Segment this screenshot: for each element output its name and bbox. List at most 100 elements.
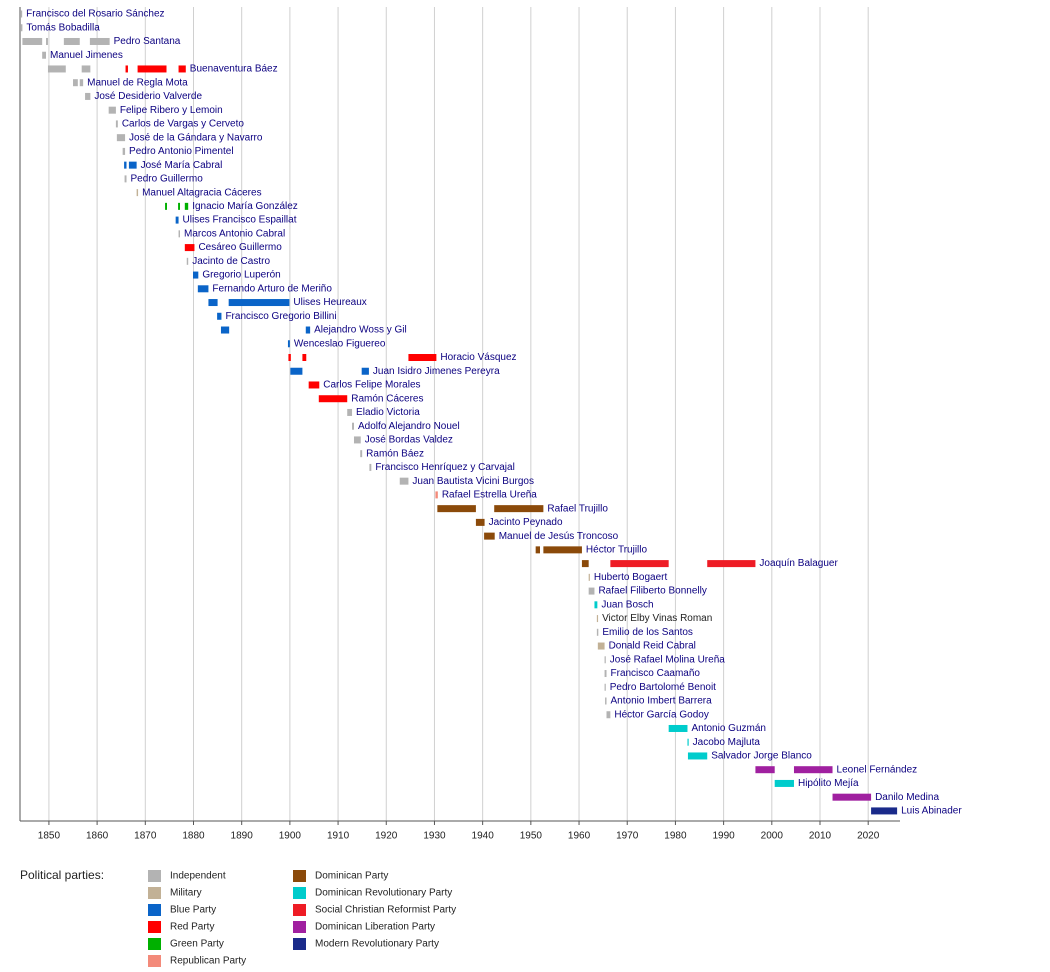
legend-swatch	[293, 921, 306, 933]
term-bar	[755, 766, 775, 774]
term-bar	[308, 381, 320, 389]
president-name: Pedro Guillermo	[131, 174, 204, 185]
president-name: Juan Bautista Vicini Burgos	[412, 476, 534, 487]
term-bar	[178, 230, 180, 238]
term-bar	[220, 326, 230, 334]
president-name: Ulises Heureaux	[293, 297, 366, 308]
president-name: Manuel de Regla Mota	[87, 77, 188, 88]
president-name: Salvador Jorge Blanco	[711, 751, 812, 762]
president-name: Emilio de los Santos	[602, 627, 693, 638]
term-bar	[604, 683, 606, 691]
term-bar	[42, 51, 47, 59]
term-bar	[73, 79, 78, 87]
term-bar	[288, 354, 291, 361]
president-name: José Bordas Valdez	[365, 435, 453, 446]
president-name: Huberto Bogaert	[594, 572, 668, 583]
x-tick-label: 1880	[182, 831, 205, 842]
term-bar	[352, 422, 354, 430]
term-bar	[305, 326, 311, 334]
x-tick-label: 2020	[857, 831, 880, 842]
legend-label: Independent	[170, 871, 226, 882]
term-bar	[596, 628, 599, 636]
legend-label: Dominican Liberation Party	[315, 922, 435, 933]
term-bar	[832, 793, 872, 801]
term-bar	[125, 65, 128, 73]
president-name: Buenaventura Báez	[190, 64, 278, 75]
term-bar	[588, 573, 590, 581]
legend-swatch	[148, 870, 161, 882]
president-name: Ramón Cáceres	[351, 393, 423, 404]
president-name: Victor Elby Vinas Roman	[602, 613, 712, 624]
term-bar	[217, 312, 222, 320]
president-name: José Rafael Molina Ureña	[610, 654, 725, 665]
term-bar	[287, 340, 290, 348]
term-bar	[175, 216, 179, 224]
term-bar	[193, 271, 199, 279]
term-bar	[79, 79, 84, 87]
legend-label: Red Party	[170, 922, 214, 933]
term-bar	[687, 752, 708, 760]
legend-label: Green Party	[170, 939, 224, 950]
x-tick-label: 1890	[231, 831, 254, 842]
term-bar	[606, 711, 611, 719]
term-bar	[707, 560, 756, 568]
president-name: Francisco Caamaño	[611, 668, 701, 679]
term-bar	[484, 532, 495, 540]
term-bar	[435, 491, 438, 499]
president-name: Jacinto Peynado	[489, 517, 563, 528]
president-name: Alejandro Woss y Gil	[314, 325, 407, 336]
president-name: Luis Abinader	[901, 806, 962, 817]
term-bar	[165, 202, 167, 210]
term-bar	[128, 161, 137, 169]
term-bar	[594, 601, 598, 609]
president-name: Jacinto de Castro	[192, 256, 270, 267]
legend-label: Social Christian Reformist Party	[315, 905, 456, 916]
term-bar	[535, 546, 540, 554]
president-name: Eladio Victoria	[356, 407, 420, 418]
president-name: José María Cabral	[141, 160, 223, 171]
term-bar	[302, 354, 307, 361]
term-bar	[85, 92, 91, 100]
term-bar	[361, 367, 369, 375]
president-name: José de la Gándara y Navarro	[129, 132, 263, 143]
president-name: Tomás Bobadilla	[26, 22, 100, 33]
president-name: Jacobo Majluta	[693, 737, 761, 748]
president-name: Carlos de Vargas y Cerveto	[122, 119, 245, 130]
term-bar	[605, 697, 607, 705]
term-bar	[494, 505, 544, 513]
term-bar	[668, 724, 688, 732]
term-bar	[20, 10, 23, 18]
term-bar	[353, 436, 361, 444]
x-tick-label: 1900	[279, 831, 302, 842]
term-bar	[318, 395, 348, 403]
president-name: Francisco del Rosario Sánchez	[26, 9, 164, 20]
term-bar	[369, 463, 372, 471]
term-bar	[22, 37, 43, 45]
term-bar	[360, 450, 363, 458]
legend-swatch	[293, 887, 306, 899]
president-name: Donald Reid Cabral	[609, 641, 696, 652]
term-bar	[290, 367, 303, 375]
term-bar	[186, 257, 189, 265]
legend-swatch	[148, 921, 161, 933]
term-bar	[116, 134, 126, 142]
president-name: Rafael Filiberto Bonnelly	[598, 586, 706, 597]
president-name: Pedro Santana	[114, 36, 181, 47]
legend-label: Dominican Revolutionary Party	[315, 888, 452, 899]
president-name: Ulises Francisco Espaillat	[183, 215, 297, 226]
term-bar	[399, 477, 409, 485]
term-bar	[475, 518, 485, 526]
president-name: Carlos Felipe Morales	[323, 380, 420, 391]
legend-swatch	[148, 887, 161, 899]
president-name: Fernando Arturo de Meriño	[212, 283, 332, 294]
president-name: Pedro Bartolomé Benoit	[610, 682, 716, 693]
term-bar	[136, 189, 139, 197]
president-name: Danilo Medina	[875, 792, 939, 803]
president-name: Rafael Trujillo	[547, 503, 608, 514]
president-name: Juan Bosch	[601, 599, 653, 610]
term-bar	[122, 147, 126, 155]
term-bar	[228, 299, 290, 307]
legend-label: Military	[170, 888, 202, 899]
term-bar	[115, 120, 118, 128]
x-tick-label: 1970	[616, 831, 639, 842]
